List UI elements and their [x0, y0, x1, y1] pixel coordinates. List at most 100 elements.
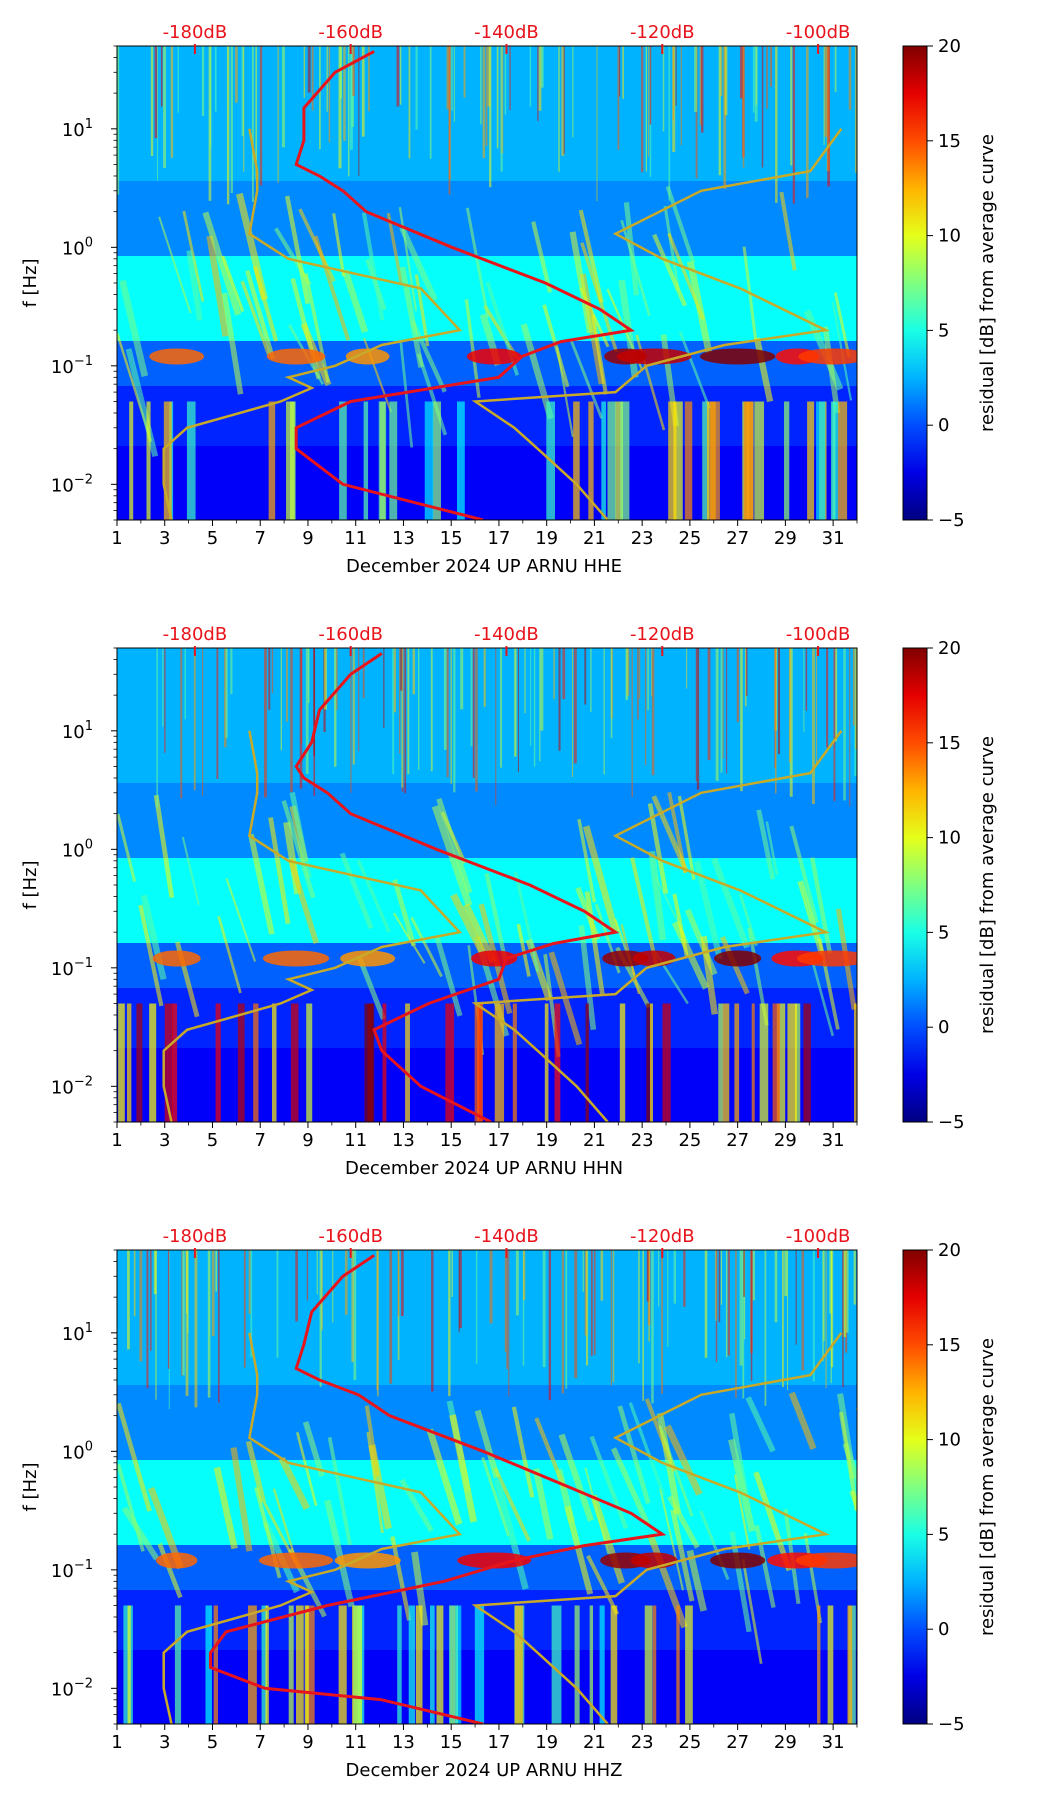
- y-axis-label: f [Hz]: [20, 860, 41, 909]
- colorbar: [902, 1249, 928, 1725]
- y-tick-label: 10−1: [51, 354, 93, 378]
- low-noise-model-curve: [162, 128, 463, 520]
- colorbar-tick-label: 0: [938, 415, 949, 436]
- heatmap: [117, 1250, 857, 1724]
- y-tick-label: 101: [62, 1321, 93, 1345]
- top-db-label: -180dB: [163, 624, 228, 645]
- x-tick-label: 1: [111, 1130, 122, 1151]
- x-tick-label: 27: [726, 528, 749, 549]
- top-db-label: -160dB: [318, 1226, 383, 1247]
- x-tick-label: 11: [344, 1130, 367, 1151]
- y-axis-label: f [Hz]: [20, 1462, 41, 1511]
- high-noise-model-curve: [471, 1332, 843, 1724]
- low-noise-model-curve: [162, 730, 463, 1122]
- x-tick-label: 19: [535, 1130, 558, 1151]
- noise-psd-curve: [209, 1254, 667, 1724]
- low-noise-model-curve: [162, 1332, 463, 1724]
- x-tick-label: 9: [302, 1732, 313, 1753]
- high-noise-model-curve: [471, 730, 843, 1122]
- top-db-label: -100dB: [786, 22, 851, 43]
- spectrogram-panel-1: 1 3 5 7 9 11 13 15 17 19 21 23 25 27 29 3110110010−110−…: [20, 22, 998, 577]
- top-db-label: -140dB: [474, 624, 539, 645]
- colorbar-tick-label: 20: [938, 1240, 961, 1261]
- x-tick-label: 27: [726, 1130, 749, 1151]
- spectrogram-panel-3: 1 3 5 7 9 11 13 15 17 19 21 23 25 27 29 3110110010−110−…: [20, 1226, 998, 1781]
- x-tick-label: 17: [487, 528, 510, 549]
- colorbar-tick-label: 15: [938, 131, 961, 152]
- top-db-label: -160dB: [318, 624, 383, 645]
- y-tick-label: 10−1: [51, 1558, 93, 1582]
- x-tick-label: 17: [487, 1130, 510, 1151]
- y-tick-label: 101: [62, 117, 93, 141]
- colorbar: [902, 45, 928, 521]
- top-db-label: -100dB: [786, 1226, 851, 1247]
- top-db-label: -180dB: [163, 1226, 228, 1247]
- top-db-label: -120dB: [630, 624, 695, 645]
- x-tick-label: 19: [535, 528, 558, 549]
- x-tick-label: 3: [159, 1732, 170, 1753]
- x-tick-label: 21: [583, 1732, 606, 1753]
- x-tick-label: 23: [631, 528, 654, 549]
- colorbar: [902, 647, 928, 1123]
- y-tick-label: 10−2: [51, 1074, 93, 1098]
- heatmap: [117, 648, 857, 1122]
- top-db-label: -180dB: [163, 22, 228, 43]
- x-tick-label: 15: [440, 528, 463, 549]
- top-db-label: -140dB: [474, 22, 539, 43]
- colorbar-tick-label: 5: [938, 1524, 949, 1545]
- top-db-label: -100dB: [786, 624, 851, 645]
- x-tick-label: 15: [440, 1732, 463, 1753]
- top-db-label: -140dB: [474, 1226, 539, 1247]
- colorbar-tick-label: 0: [938, 1017, 949, 1038]
- colorbar-tick-label: 10: [938, 828, 961, 849]
- x-tick-label: 27: [726, 1732, 749, 1753]
- top-db-label: -120dB: [630, 1226, 695, 1247]
- x-tick-label: 5: [207, 1130, 218, 1151]
- x-tick-label: 25: [678, 528, 701, 549]
- colorbar-tick-label: 5: [938, 320, 949, 341]
- x-tick-label: 21: [583, 528, 606, 549]
- colorbar-tick-label: 15: [938, 733, 961, 754]
- x-tick-label: 11: [344, 1732, 367, 1753]
- x-tick-label: 1: [111, 1732, 122, 1753]
- x-tick-label: 17: [487, 1732, 510, 1753]
- x-tick-label: 5: [207, 528, 218, 549]
- heatmap: [117, 46, 857, 520]
- x-tick-label: 7: [254, 528, 265, 549]
- y-tick-label: 10−2: [51, 472, 93, 496]
- colorbar-tick-label: 10: [938, 1430, 961, 1451]
- noise-psd-curve: [294, 50, 636, 520]
- x-tick-label: 7: [254, 1130, 265, 1151]
- colorbar-tick-label: 10: [938, 226, 961, 247]
- x-tick-label: 1: [111, 528, 122, 549]
- x-tick-label: 11: [344, 528, 367, 549]
- colorbar-tick-label: 20: [938, 36, 961, 57]
- x-tick-label: 29: [774, 1732, 797, 1753]
- x-tick-label: 31: [822, 1130, 845, 1151]
- x-tick-label: 31: [822, 1732, 845, 1753]
- y-tick-label: 10−2: [51, 1676, 93, 1700]
- x-tick-label: 3: [159, 1130, 170, 1151]
- x-tick-label: 21: [583, 1130, 606, 1151]
- x-tick-label: 29: [774, 1130, 797, 1151]
- x-tick-label: 9: [302, 528, 313, 549]
- colorbar-tick-label: −5: [938, 1112, 965, 1133]
- top-db-label: -120dB: [630, 22, 695, 43]
- y-tick-label: 100: [62, 1439, 93, 1463]
- colorbar-tick-label: 20: [938, 638, 961, 659]
- y-tick-label: 100: [62, 235, 93, 259]
- colorbar-tick-label: 5: [938, 922, 949, 943]
- x-tick-label: 15: [440, 1130, 463, 1151]
- noise-psd-curve: [294, 652, 620, 1122]
- y-axis-label: f [Hz]: [20, 258, 41, 307]
- x-tick-label: 19: [535, 1732, 558, 1753]
- x-tick-label: 25: [678, 1732, 701, 1753]
- x-tick-label: 29: [774, 528, 797, 549]
- x-tick-label: 3: [159, 528, 170, 549]
- x-tick-label: 13: [392, 1130, 415, 1151]
- colorbar-tick-label: 15: [938, 1335, 961, 1356]
- x-tick-label: 23: [631, 1130, 654, 1151]
- x-tick-label: 31: [822, 528, 845, 549]
- x-tick-label: 9: [302, 1130, 313, 1151]
- x-axis-label: December 2024 UP ARNU HHE: [346, 556, 622, 577]
